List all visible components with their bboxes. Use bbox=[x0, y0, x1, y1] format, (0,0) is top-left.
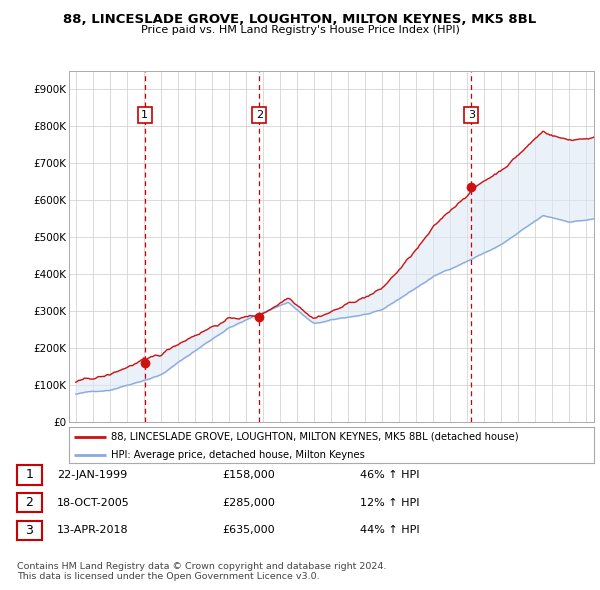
Text: 2: 2 bbox=[256, 110, 263, 120]
Text: 18-OCT-2005: 18-OCT-2005 bbox=[57, 498, 130, 507]
Text: 3: 3 bbox=[25, 524, 34, 537]
Text: 46% ↑ HPI: 46% ↑ HPI bbox=[360, 470, 419, 480]
Text: 88, LINCESLADE GROVE, LOUGHTON, MILTON KEYNES, MK5 8BL (detached house): 88, LINCESLADE GROVE, LOUGHTON, MILTON K… bbox=[111, 432, 518, 442]
Text: 22-JAN-1999: 22-JAN-1999 bbox=[57, 470, 127, 480]
Text: 1: 1 bbox=[141, 110, 148, 120]
Text: Price paid vs. HM Land Registry's House Price Index (HPI): Price paid vs. HM Land Registry's House … bbox=[140, 25, 460, 35]
Text: 2: 2 bbox=[25, 496, 34, 509]
Text: 3: 3 bbox=[468, 110, 475, 120]
Text: HPI: Average price, detached house, Milton Keynes: HPI: Average price, detached house, Milt… bbox=[111, 450, 365, 460]
Text: £285,000: £285,000 bbox=[222, 498, 275, 507]
Text: 1: 1 bbox=[25, 468, 34, 481]
Text: 44% ↑ HPI: 44% ↑ HPI bbox=[360, 526, 419, 535]
Text: 13-APR-2018: 13-APR-2018 bbox=[57, 526, 128, 535]
Text: £158,000: £158,000 bbox=[222, 470, 275, 480]
Text: 88, LINCESLADE GROVE, LOUGHTON, MILTON KEYNES, MK5 8BL: 88, LINCESLADE GROVE, LOUGHTON, MILTON K… bbox=[64, 13, 536, 26]
Text: Contains HM Land Registry data © Crown copyright and database right 2024.
This d: Contains HM Land Registry data © Crown c… bbox=[17, 562, 386, 581]
Text: 12% ↑ HPI: 12% ↑ HPI bbox=[360, 498, 419, 507]
Text: £635,000: £635,000 bbox=[222, 526, 275, 535]
